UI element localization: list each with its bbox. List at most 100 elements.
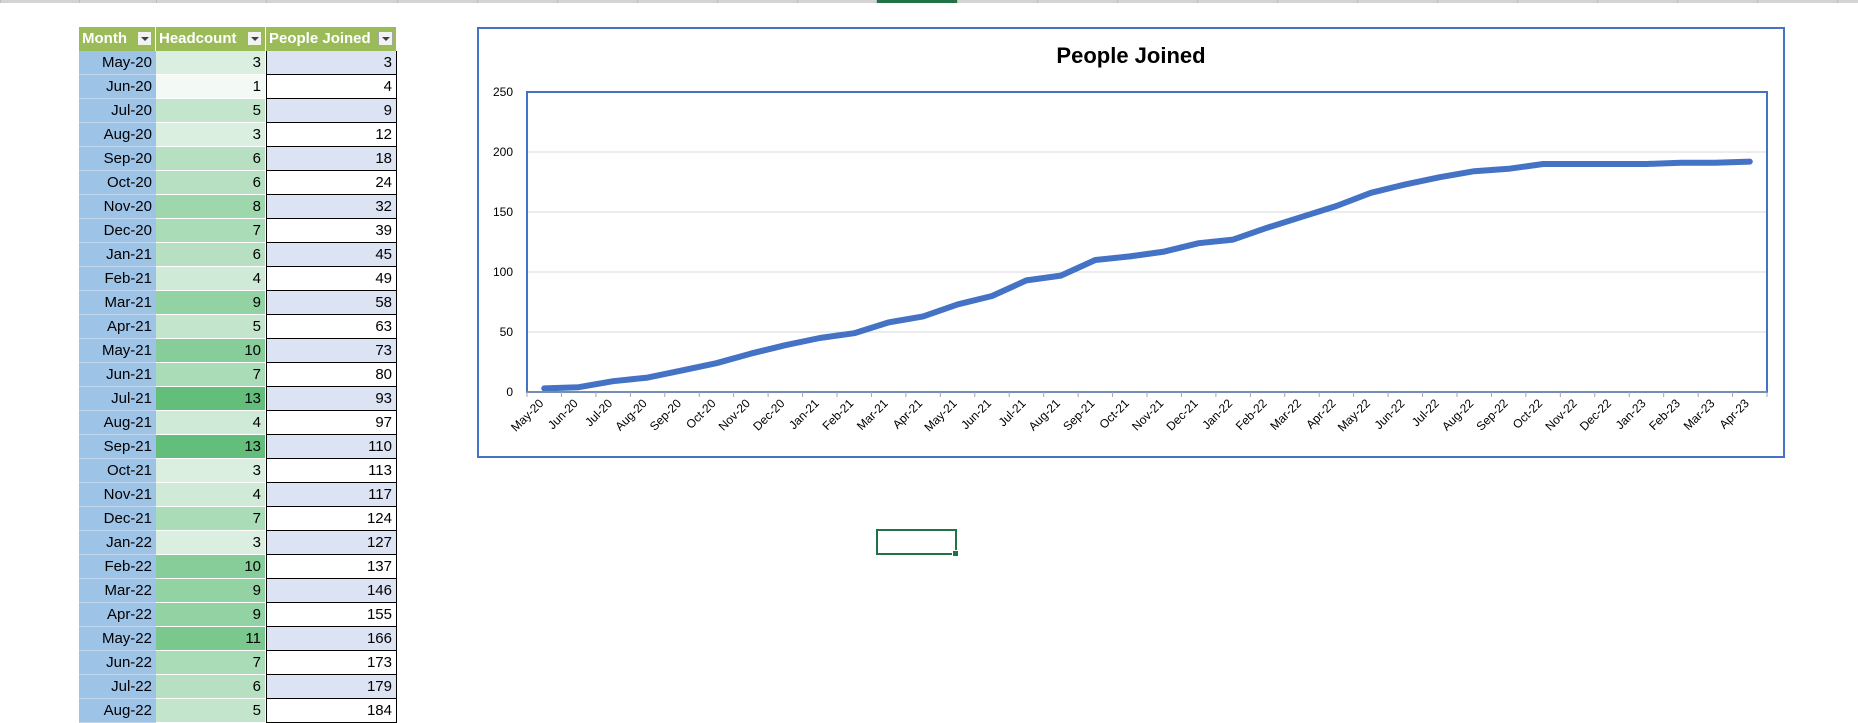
cell-people-joined[interactable]: 137 (266, 555, 397, 579)
cell-month[interactable]: Mar-21 (79, 291, 156, 315)
filter-dropdown-icon[interactable] (247, 31, 262, 46)
cell-month[interactable]: May-21 (79, 339, 156, 363)
cell-headcount[interactable]: 11 (156, 627, 266, 651)
cell-people-joined[interactable]: 45 (266, 243, 397, 267)
cell-month[interactable]: Aug-21 (79, 411, 156, 435)
cell-people-joined[interactable]: 18 (266, 147, 397, 171)
cell-month[interactable]: Feb-22 (79, 555, 156, 579)
y-tick-label: 0 (506, 385, 513, 399)
cell-people-joined[interactable]: 39 (266, 219, 397, 243)
cell-headcount[interactable]: 8 (156, 195, 266, 219)
cell-headcount[interactable]: 4 (156, 267, 266, 291)
cell-people-joined[interactable]: 12 (266, 123, 397, 147)
cell-people-joined[interactable]: 49 (266, 267, 397, 291)
cell-headcount[interactable]: 3 (156, 531, 266, 555)
table-row: Nov-21 4 117 (79, 483, 397, 507)
cell-month[interactable]: Jul-21 (79, 387, 156, 411)
cell-headcount[interactable]: 10 (156, 555, 266, 579)
cell-headcount[interactable]: 7 (156, 507, 266, 531)
cell-headcount[interactable]: 7 (156, 651, 266, 675)
cell-headcount[interactable]: 5 (156, 315, 266, 339)
cell-people-joined[interactable]: 63 (266, 315, 397, 339)
cell-headcount[interactable]: 6 (156, 171, 266, 195)
cell-people-joined[interactable]: 58 (266, 291, 397, 315)
cell-people-joined[interactable]: 184 (266, 699, 397, 723)
cell-people-joined[interactable]: 73 (266, 339, 397, 363)
cell-month[interactable]: Sep-21 (79, 435, 156, 459)
cell-people-joined[interactable]: 32 (266, 195, 397, 219)
cell-month[interactable]: Sep-20 (79, 147, 156, 171)
cell-people-joined[interactable]: 166 (266, 627, 397, 651)
cell-people-joined[interactable]: 155 (266, 603, 397, 627)
cell-month[interactable]: Jul-22 (79, 675, 156, 699)
cell-people-joined[interactable]: 3 (266, 51, 397, 75)
cell-headcount[interactable]: 5 (156, 99, 266, 123)
cell-people-joined[interactable]: 97 (266, 411, 397, 435)
cell-people-joined[interactable]: 9 (266, 99, 397, 123)
cell-headcount[interactable]: 4 (156, 411, 266, 435)
people-joined-chart[interactable]: People Joined 0 50 100 150 200 250 May-20 Jun-20… (477, 27, 1785, 458)
cell-month[interactable]: Feb-21 (79, 267, 156, 291)
cell-headcount[interactable]: 13 (156, 387, 266, 411)
cell-people-joined[interactable]: 24 (266, 171, 397, 195)
cell-headcount[interactable]: 6 (156, 675, 266, 699)
cell-people-joined[interactable]: 113 (266, 459, 397, 483)
cell-headcount[interactable]: 4 (156, 483, 266, 507)
cell-headcount[interactable]: 1 (156, 75, 266, 99)
cell-month[interactable]: Nov-21 (79, 483, 156, 507)
cell-month[interactable]: Oct-20 (79, 171, 156, 195)
data-point (782, 342, 788, 348)
cell-headcount[interactable]: 7 (156, 363, 266, 387)
cell-headcount[interactable]: 13 (156, 435, 266, 459)
cell-month[interactable]: Jul-20 (79, 99, 156, 123)
cell-month[interactable]: Jan-21 (79, 243, 156, 267)
header-headcount[interactable]: Headcount (156, 27, 266, 51)
cell-headcount[interactable]: 5 (156, 699, 266, 723)
active-cell-cursor[interactable] (876, 529, 959, 557)
cell-month[interactable]: Apr-21 (79, 315, 156, 339)
cell-headcount[interactable]: 6 (156, 147, 266, 171)
x-tick-label: Jul-21 (996, 396, 1029, 429)
cell-headcount[interactable]: 3 (156, 459, 266, 483)
cell-month[interactable]: Oct-21 (79, 459, 156, 483)
cell-month[interactable]: Dec-20 (79, 219, 156, 243)
filter-dropdown-icon[interactable] (137, 31, 152, 46)
cell-people-joined[interactable]: 179 (266, 675, 397, 699)
cell-people-joined[interactable]: 124 (266, 507, 397, 531)
cell-month[interactable]: Jan-22 (79, 531, 156, 555)
cell-people-joined[interactable]: 110 (266, 435, 397, 459)
cell-headcount[interactable]: 9 (156, 603, 266, 627)
cell-headcount[interactable]: 10 (156, 339, 266, 363)
cell-headcount[interactable]: 7 (156, 219, 266, 243)
header-month[interactable]: Month (79, 27, 156, 51)
cell-people-joined[interactable]: 146 (266, 579, 397, 603)
cell-people-joined[interactable]: 4 (266, 75, 397, 99)
cell-headcount[interactable]: 9 (156, 291, 266, 315)
cell-month[interactable]: May-22 (79, 627, 156, 651)
cell-month[interactable]: May-20 (79, 51, 156, 75)
cell-people-joined[interactable]: 80 (266, 363, 397, 387)
table-row: Jan-21 6 45 (79, 243, 397, 267)
cell-headcount[interactable]: 6 (156, 243, 266, 267)
cell-month[interactable]: Dec-21 (79, 507, 156, 531)
cell-people-joined[interactable]: 93 (266, 387, 397, 411)
cell-month[interactable]: Jun-20 (79, 75, 156, 99)
column-separator (1117, 0, 1118, 3)
cell-people-joined[interactable]: 173 (266, 651, 397, 675)
fill-handle[interactable] (952, 550, 959, 557)
header-people-joined[interactable]: People Joined (266, 27, 397, 51)
cell-month[interactable]: Nov-20 (79, 195, 156, 219)
cell-headcount[interactable]: 3 (156, 51, 266, 75)
cell-people-joined[interactable]: 117 (266, 483, 397, 507)
cell-month[interactable]: Aug-22 (79, 699, 156, 723)
cell-headcount[interactable]: 9 (156, 579, 266, 603)
column-separator (0, 0, 1, 3)
cell-month[interactable]: Aug-20 (79, 123, 156, 147)
cell-people-joined[interactable]: 127 (266, 531, 397, 555)
cell-month[interactable]: Jun-21 (79, 363, 156, 387)
cell-headcount[interactable]: 3 (156, 123, 266, 147)
cell-month[interactable]: Jun-22 (79, 651, 156, 675)
filter-dropdown-icon[interactable] (378, 31, 393, 46)
cell-month[interactable]: Mar-22 (79, 579, 156, 603)
cell-month[interactable]: Apr-22 (79, 603, 156, 627)
